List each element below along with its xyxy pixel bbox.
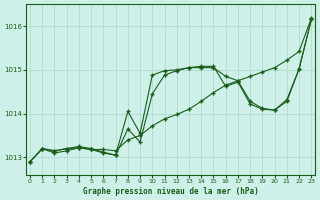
X-axis label: Graphe pression niveau de la mer (hPa): Graphe pression niveau de la mer (hPa) [83, 187, 259, 196]
